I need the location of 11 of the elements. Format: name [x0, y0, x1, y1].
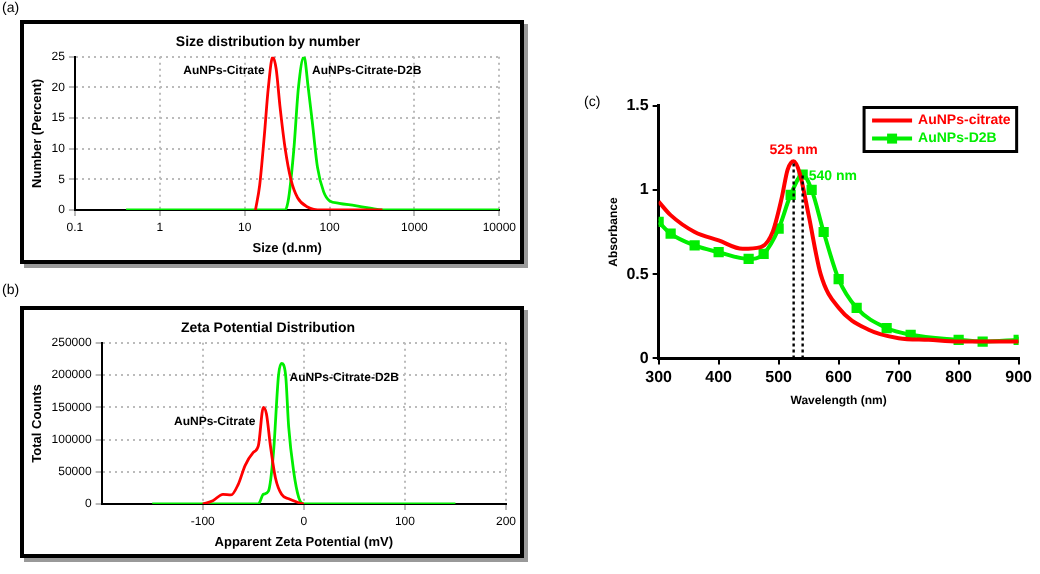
x-tick-label: 400: [705, 368, 734, 387]
x-tick-label: 300: [645, 368, 674, 387]
y-tick-label: 1.5: [626, 96, 650, 115]
x-tick-label: 800: [945, 368, 974, 387]
y-tick-label: 1: [639, 180, 650, 199]
x-tick-label: 600: [825, 368, 854, 387]
x-tick-label: 900: [1005, 368, 1034, 387]
x-tick-label: 700: [885, 368, 914, 387]
x-tick-label: 500: [765, 368, 794, 387]
y-tick-label: 0: [639, 348, 650, 367]
y-tick-label: 0.5: [626, 264, 650, 283]
